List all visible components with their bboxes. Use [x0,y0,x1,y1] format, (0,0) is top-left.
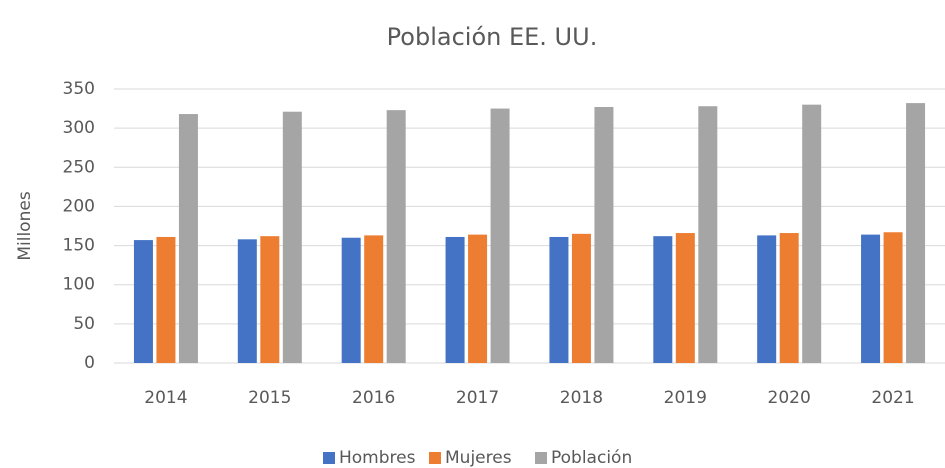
bar [364,235,384,363]
bar [675,233,695,363]
bar [571,233,591,363]
y-tick-label: 350 [63,79,95,99]
x-tick-label: 2015 [248,388,291,408]
bar [468,234,488,363]
bar [237,239,257,363]
bar [779,233,799,363]
bar [156,236,176,363]
bar [594,107,614,364]
y-tick-label: 50 [73,314,95,334]
y-tick-label: 0 [84,353,95,373]
bar [133,240,153,363]
bar [386,110,406,363]
y-tick-label: 150 [63,236,95,256]
legend-label: Población [551,448,632,468]
bar [445,236,465,363]
bar [757,235,777,363]
x-tick-label: 2014 [144,388,187,408]
x-tick-label: 2017 [456,388,499,408]
bar [802,104,822,364]
y-tick-label: 250 [63,157,95,177]
x-tick-label: 2021 [871,388,914,408]
x-tick-label: 2020 [768,388,811,408]
bar [861,234,881,363]
bar [282,111,302,364]
y-tick-label: 100 [63,275,95,295]
legend-swatch [429,452,441,464]
bar [653,236,673,363]
chart-title: Población EE. UU. [387,23,598,51]
bar [698,106,718,364]
bar [549,236,569,363]
bar [490,108,510,363]
x-tick-label: 2018 [560,388,603,408]
y-tick-label: 300 [63,118,95,138]
y-axis-label: Millones [15,191,35,260]
bar [906,103,926,363]
legend-label: Hombres [339,448,416,468]
x-tick-label: 2016 [352,388,395,408]
x-tick-label: 2019 [664,388,707,408]
y-tick-label: 200 [63,196,95,216]
bar [341,237,361,363]
legend-label: Mujeres [445,448,512,468]
bar [178,114,198,364]
bar [260,236,280,363]
bar [883,232,903,363]
legend-swatch [535,452,547,464]
legend-swatch [323,452,335,464]
